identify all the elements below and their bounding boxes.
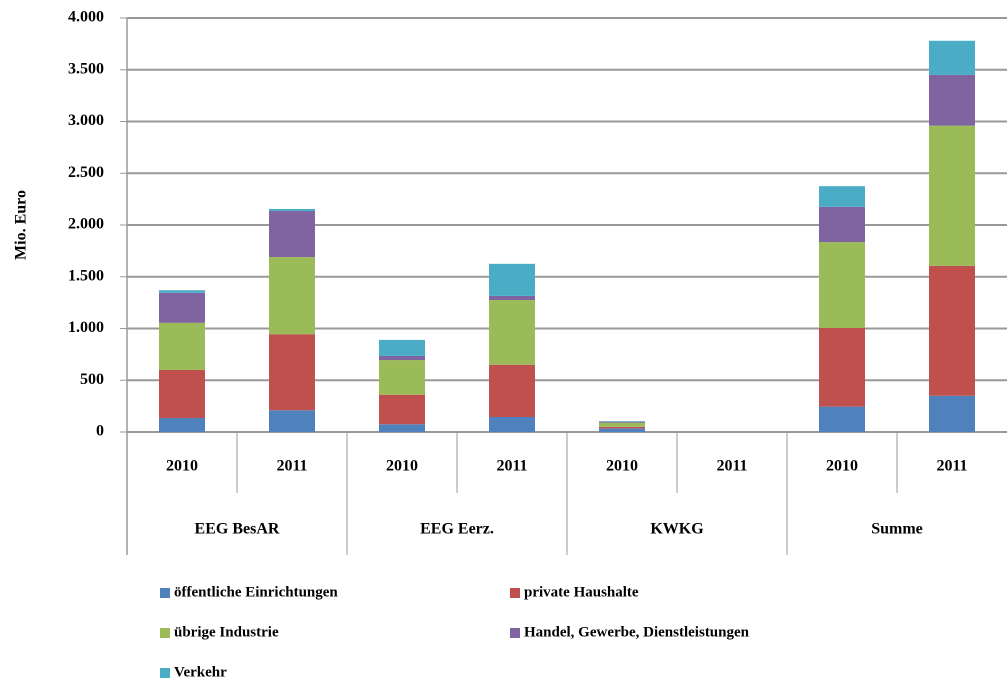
legend-label: öffentliche Einrichtungen (174, 584, 338, 600)
bar-segment (599, 428, 645, 432)
x-tick-label: 2010 (166, 458, 198, 475)
bar-segment (819, 186, 865, 207)
legend-swatch (160, 588, 170, 598)
bar-segment (379, 424, 425, 432)
y-tick-label: 500 (80, 371, 104, 388)
bar-segment (379, 394, 425, 425)
bar-segment (159, 290, 205, 293)
y-tick-label: 0 (96, 423, 104, 440)
legend-swatch (510, 588, 520, 598)
bar-segment (489, 416, 535, 432)
y-tick-label: 2.500 (68, 164, 104, 181)
bar-segment (929, 125, 975, 266)
bar-segment (599, 422, 645, 427)
x-tick-label: 2011 (276, 458, 307, 475)
bar-segment (929, 40, 975, 75)
group-label: EEG BesAR (195, 521, 280, 538)
bar-segment (489, 295, 535, 301)
y-tick-label: 3.000 (68, 112, 104, 129)
bar-segment (269, 257, 315, 335)
x-tick-label: 2010 (826, 458, 858, 475)
group-label: Summe (871, 521, 923, 538)
bar-segment (379, 355, 425, 361)
bar-segment (929, 265, 975, 396)
bar-segment (379, 360, 425, 395)
bar-segment (819, 327, 865, 407)
y-tick-label: 1.500 (68, 267, 104, 284)
bar-segment (599, 421, 645, 422)
bar-segment (929, 74, 975, 126)
bar-segment (269, 410, 315, 432)
x-tick-label: 2010 (606, 458, 638, 475)
legend-label: übrige Industrie (174, 624, 279, 640)
bar-segment (819, 206, 865, 243)
x-tick-label: 2011 (496, 458, 527, 475)
x-tick-label: 2011 (936, 458, 967, 475)
bar-segment (489, 300, 535, 365)
y-tick-label: 2.000 (68, 216, 104, 233)
bar-segment (159, 418, 205, 432)
bar-segment (379, 339, 425, 356)
group-label: EEG Eerz. (420, 521, 494, 538)
y-tick-label: 4.000 (68, 9, 104, 26)
legend-swatch (160, 668, 170, 678)
y-tick-label: 1.000 (68, 319, 104, 336)
bar-segment (819, 242, 865, 328)
bar-segment (489, 364, 535, 417)
bar-segment (159, 369, 205, 419)
bar-segment (819, 406, 865, 432)
bar-segment (159, 322, 205, 370)
group-label: KWKG (650, 521, 704, 538)
bar-segment (929, 395, 975, 432)
x-tick-label: 2010 (386, 458, 418, 475)
x-tick-label: 2011 (716, 458, 747, 475)
bar-segment (599, 426, 645, 429)
bar-segment (269, 334, 315, 411)
legend-label: private Haushalte (524, 584, 639, 600)
bar-segment (269, 208, 315, 212)
y-axis-label: Mio. Euro (13, 190, 30, 260)
legend-swatch (160, 628, 170, 638)
bar-segment (599, 421, 645, 423)
y-tick-label: 3.500 (68, 60, 104, 77)
legend-label: Handel, Gewerbe, Dienstleistungen (524, 624, 750, 640)
bar-segment (159, 292, 205, 323)
legend-swatch (510, 628, 520, 638)
bar-segment (489, 263, 535, 296)
legend-label: Verkehr (174, 664, 227, 680)
bar-segment (269, 211, 315, 258)
